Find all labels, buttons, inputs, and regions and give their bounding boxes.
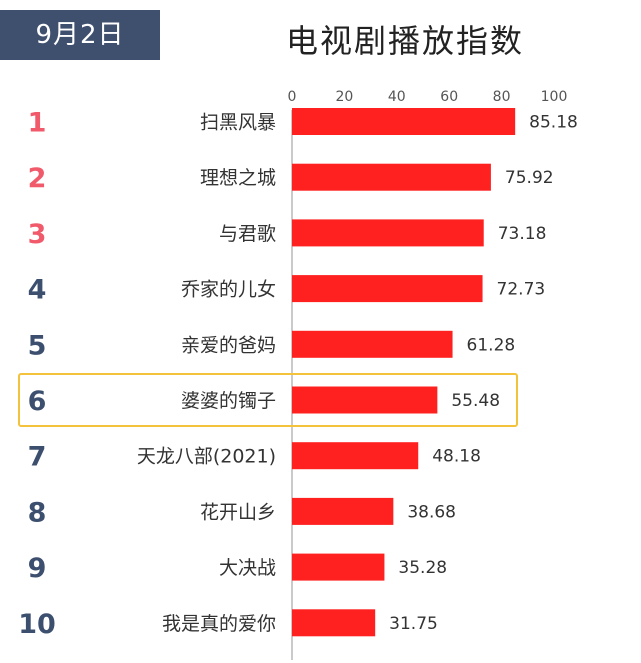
table-row: 10 我是真的爱你 31.75 [18,609,438,640]
chart-title: 电视剧播放指数 [285,22,524,60]
value-label: 38.68 [407,502,456,522]
category-label: 我是真的爱你 [162,613,276,635]
table-row: 3 与君歌 73.18 [28,219,547,250]
value-label: 61.28 [467,335,516,355]
value-label: 85.18 [529,113,578,133]
table-row: 5 亲爱的爸妈 61.28 [28,330,516,361]
rows-layer: 1 扫黑风暴 85.18 2 理想之城 75.92 3 与君歌 73.18 4 乔家的儿女 72.73… [18,108,578,640]
highlight-layer [18,373,518,427]
x-tick-label: 80 [493,89,511,105]
bar [292,108,516,135]
rank-number: 9 [28,553,47,584]
x-tick-label: 60 [440,89,458,105]
bar [292,553,385,581]
table-row: 9 大决战 35.28 [28,553,448,584]
rank-number: 4 [28,275,47,306]
bar [292,497,394,525]
category-label: 天龙八部(2021) [137,446,276,468]
x-tick-label: 0 [288,89,297,105]
table-row: 4 乔家的儿女 72.73 [28,275,546,306]
rank-number: 2 [28,163,47,194]
category-label: 扫黑风暴 [200,112,276,134]
table-row: 6 婆婆的镯子 55.48 [28,386,500,417]
category-label: 与君歌 [219,223,276,245]
category-label: 亲爱的爸妈 [181,334,276,356]
value-label: 48.18 [432,447,481,467]
bar [292,330,453,358]
bar [292,386,438,414]
highlight-box [18,373,518,427]
x-tick-label: 20 [335,89,353,105]
bar [292,275,483,303]
x-tick-label: 100 [541,89,568,105]
rank-number: 3 [28,219,47,250]
table-row: 8 花开山乡 38.68 [28,497,456,528]
value-label: 72.73 [497,280,546,300]
bar [292,609,376,637]
value-label: 35.28 [398,558,447,578]
table-row: 1 扫黑风暴 85.18 [28,108,578,139]
table-row: 2 理想之城 75.92 [28,163,554,194]
table-row: 7 天龙八部(2021) 48.18 [28,442,481,473]
category-label: 婆婆的镯子 [181,390,276,412]
bar [292,163,491,191]
x-tick-label: 40 [388,89,406,105]
rank-number: 1 [28,108,47,139]
bar [292,219,484,247]
value-label: 55.48 [451,391,500,411]
rank-number: 7 [28,442,47,473]
rank-number: 10 [18,609,56,640]
bar [292,442,419,470]
value-label: 73.18 [498,224,547,244]
rank-number: 5 [28,330,47,361]
category-label: 大决战 [219,557,276,579]
rank-number: 6 [28,386,47,417]
date-badge: 9月2日 [0,10,160,60]
value-label: 31.75 [389,614,438,634]
category-label: 乔家的儿女 [181,279,276,301]
category-label: 花开山乡 [200,501,276,523]
value-label: 75.92 [505,168,554,188]
rank-number: 8 [28,497,47,528]
category-label: 理想之城 [200,167,276,189]
